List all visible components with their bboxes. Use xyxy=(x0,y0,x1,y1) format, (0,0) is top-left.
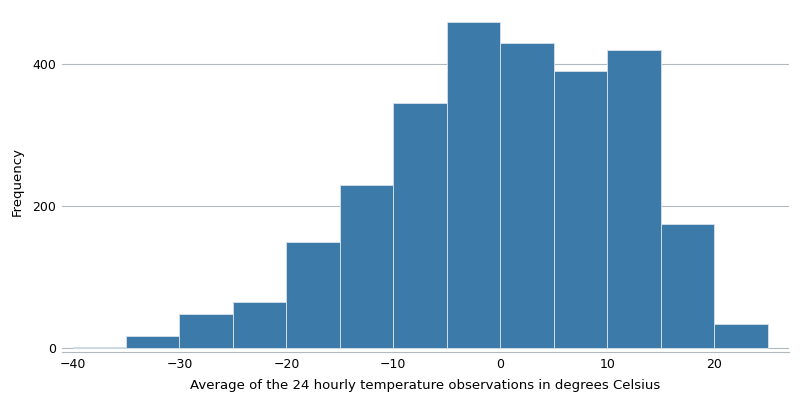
X-axis label: Average of the 24 hourly temperature observations in degrees Celsius: Average of the 24 hourly temperature obs… xyxy=(190,379,661,392)
Bar xyxy=(661,224,714,349)
Bar xyxy=(446,22,500,349)
Bar xyxy=(340,185,394,349)
Bar xyxy=(714,324,767,349)
Bar xyxy=(607,50,661,349)
Y-axis label: Frequency: Frequency xyxy=(11,147,24,216)
Bar xyxy=(126,336,179,349)
Bar xyxy=(554,71,607,349)
Bar xyxy=(233,302,286,349)
Bar xyxy=(394,104,446,349)
Bar xyxy=(73,347,126,349)
Bar xyxy=(286,242,340,349)
Bar xyxy=(500,43,554,349)
Bar xyxy=(179,314,233,349)
